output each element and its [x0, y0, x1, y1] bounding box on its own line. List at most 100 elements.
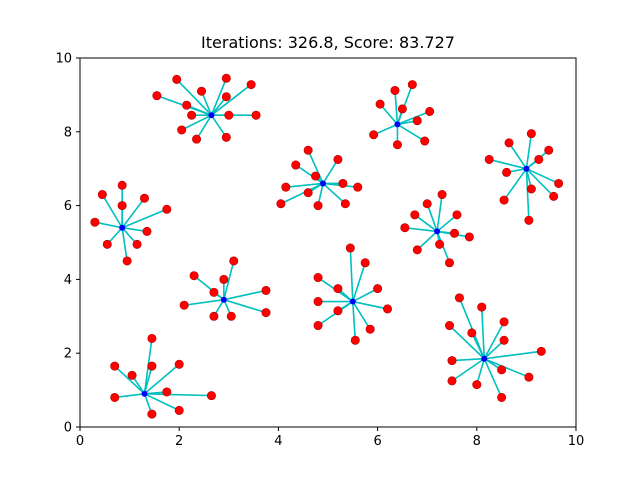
y-tick-label: 8 [64, 125, 72, 140]
data-points [90, 73, 564, 419]
x-tick-label: 0 [76, 434, 84, 449]
data-point [449, 228, 459, 238]
link-line [451, 358, 485, 382]
data-point [373, 284, 383, 294]
data-point [303, 145, 313, 155]
data-point [526, 184, 536, 194]
cluster-centers [119, 112, 530, 397]
data-point [313, 297, 323, 307]
data-point [209, 311, 219, 321]
data-point [452, 210, 462, 220]
data-point [90, 217, 100, 227]
data-point [497, 392, 507, 402]
data-point [226, 311, 236, 321]
link-line [195, 114, 213, 140]
cluster-center [394, 121, 401, 128]
link-line [307, 149, 324, 184]
link-line [489, 158, 527, 170]
data-point [524, 372, 534, 382]
data-point [425, 107, 435, 117]
link-line [503, 168, 528, 201]
link-line [114, 365, 146, 395]
data-point [412, 245, 422, 255]
chart-title: Iterations: 326.8, Score: 83.727 [201, 33, 455, 52]
link-line [451, 357, 485, 362]
link-line [352, 262, 366, 302]
link-line [508, 142, 528, 170]
link-line [352, 287, 378, 303]
link-line [483, 357, 530, 378]
link-line [404, 226, 438, 233]
link-line [416, 230, 438, 251]
data-point [333, 306, 343, 316]
cluster-center [320, 180, 327, 187]
link-line [483, 321, 505, 360]
data-point [313, 273, 323, 283]
link-line [349, 247, 354, 302]
data-point [345, 243, 355, 253]
data-point [445, 258, 455, 268]
data-point [261, 285, 271, 295]
cluster-center [119, 224, 126, 231]
data-point [110, 392, 120, 402]
axes: 0 2 4 6 8 10 0 2 4 6 8 10 [55, 52, 584, 450]
data-point [447, 356, 457, 366]
link-line [223, 289, 267, 301]
link-line [352, 300, 388, 310]
x-tick-label: 6 [373, 434, 381, 449]
data-point [117, 201, 127, 211]
cluster-center [434, 228, 441, 235]
data-point [221, 92, 231, 102]
link-line [144, 393, 180, 412]
link-line [436, 231, 451, 264]
link-line [210, 83, 252, 116]
data-point [187, 110, 197, 120]
data-point [467, 328, 477, 338]
data-point [182, 100, 192, 110]
data-point [333, 154, 343, 164]
data-point [147, 361, 157, 371]
cluster-center [220, 296, 227, 303]
data-point [369, 130, 379, 140]
data-point [502, 167, 512, 177]
data-point [206, 391, 216, 401]
data-point [291, 160, 301, 170]
link-line [121, 227, 128, 262]
link-line [144, 392, 212, 397]
link-line [121, 197, 146, 229]
link-line [471, 332, 485, 360]
data-point [338, 178, 348, 188]
plot-frame [79, 57, 577, 428]
link-line [352, 301, 357, 341]
link-line [436, 194, 443, 232]
cluster-center [349, 298, 356, 305]
data-point [174, 359, 184, 369]
data-point [147, 333, 157, 343]
link-line [394, 90, 399, 125]
data-point [132, 239, 142, 249]
data-point [219, 274, 229, 284]
link-line [484, 350, 542, 360]
data-point [400, 223, 410, 233]
data-point [209, 287, 219, 297]
data-point [350, 335, 360, 345]
link-line [526, 167, 559, 185]
data-point [142, 226, 152, 236]
cluster-center [208, 112, 215, 119]
link-line [483, 339, 505, 360]
y-tick-label: 6 [64, 199, 72, 214]
x-tick-label: 4 [274, 434, 282, 449]
data-point [422, 199, 432, 209]
link-line [397, 123, 426, 142]
cluster-center [523, 165, 530, 172]
data-point [392, 140, 402, 150]
data-point [412, 116, 422, 126]
link-line [121, 208, 168, 229]
data-point [333, 284, 343, 294]
data-point [229, 256, 239, 266]
data-point [246, 80, 256, 90]
data-point [375, 99, 385, 109]
y-tick-label: 4 [64, 273, 72, 288]
data-point [192, 134, 202, 144]
data-point [447, 376, 457, 386]
